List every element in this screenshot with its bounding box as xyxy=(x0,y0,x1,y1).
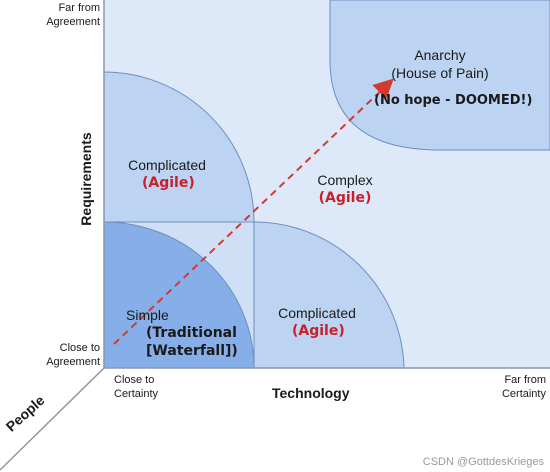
x-right-line2: Certainty xyxy=(501,388,546,400)
x-left-line1: Close to xyxy=(114,374,155,386)
complicated-right-zone xyxy=(253,221,405,369)
complex-label: Complex (Agile) xyxy=(300,171,390,207)
x-right-line1: Far from xyxy=(504,374,546,386)
y-top-line2: Agreement xyxy=(46,16,100,28)
progression-arrow xyxy=(113,78,394,345)
simple-note-line2: [Waterfall]) xyxy=(146,343,238,359)
anarchy-title: Anarchy xyxy=(414,47,466,63)
complicated-top-zone xyxy=(103,71,255,223)
simple-note: (Traditional [Waterfall]) xyxy=(146,324,256,360)
simple-zone xyxy=(103,221,255,369)
anarchy-zone xyxy=(329,0,550,151)
complicated-right-title: Complicated xyxy=(278,305,356,321)
x-left-line2: Certainty xyxy=(114,388,159,400)
complex-title: Complex xyxy=(317,172,373,188)
y-top-line1: Far from xyxy=(58,2,100,14)
complex-note: (Agile) xyxy=(318,190,372,206)
z-axis xyxy=(0,367,105,471)
watermark-text: CSDN @GottdesKrieges xyxy=(422,456,544,468)
simple-title: Simple xyxy=(126,307,169,323)
x-axis-title: Technology xyxy=(272,385,350,401)
y-bottom-line2: Agreement xyxy=(46,356,100,368)
y-bottom-label: Close to Agreement xyxy=(20,341,100,369)
y-bottom-line1: Close to xyxy=(59,342,100,354)
x-left-label: Close to Certainty xyxy=(114,373,194,401)
anarchy-subtitle: (House of Pain) xyxy=(391,65,489,81)
complicated-top-label: Complicated (Agile) xyxy=(112,156,222,192)
y-axis-title: Requirements xyxy=(78,132,94,226)
complicated-top-note: (Agile) xyxy=(142,175,195,191)
simple-note-line1: (Traditional xyxy=(146,325,237,341)
complicated-right-label: Complicated (Agile) xyxy=(262,304,372,340)
x-right-label: Far from Certainty xyxy=(466,373,546,401)
y-top-label: Far from Agreement xyxy=(20,1,100,29)
complicated-top-title: Complicated xyxy=(128,157,206,173)
anarchy-note: (No hope - DOOMED!) xyxy=(374,93,533,108)
anarchy-label: Anarchy (House of Pain) xyxy=(370,46,510,82)
complicated-right-note: (Agile) xyxy=(292,323,345,339)
